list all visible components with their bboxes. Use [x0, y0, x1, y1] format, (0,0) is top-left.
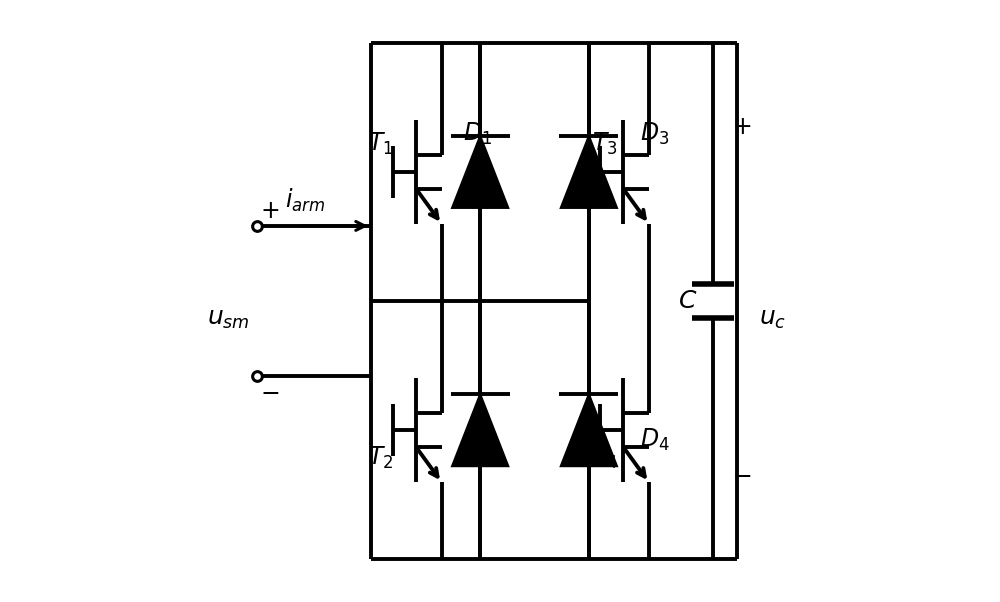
Text: $u_c$: $u_c$ [759, 307, 787, 331]
Text: $+$: $+$ [732, 115, 751, 139]
Text: $D_1$: $D_1$ [463, 121, 492, 147]
Text: $T_2$: $T_2$ [368, 445, 394, 471]
Text: $T_3$: $T_3$ [592, 131, 618, 157]
Text: $D_2$: $D_2$ [463, 427, 492, 453]
Text: $T_1$: $T_1$ [368, 131, 394, 157]
Text: $C$: $C$ [678, 289, 697, 313]
Polygon shape [561, 136, 617, 208]
Polygon shape [561, 394, 617, 466]
Text: $i_{arm}$: $i_{arm}$ [285, 187, 325, 214]
Text: $D_4$: $D_4$ [640, 427, 670, 453]
Polygon shape [452, 136, 508, 208]
Text: $u_{sm}$: $u_{sm}$ [207, 307, 250, 331]
Text: $+$: $+$ [260, 199, 280, 223]
Text: $T_4$: $T_4$ [592, 445, 618, 471]
Text: $-$: $-$ [732, 463, 751, 487]
Text: $D_3$: $D_3$ [640, 121, 669, 147]
Text: $-$: $-$ [260, 380, 280, 405]
Polygon shape [452, 394, 508, 466]
